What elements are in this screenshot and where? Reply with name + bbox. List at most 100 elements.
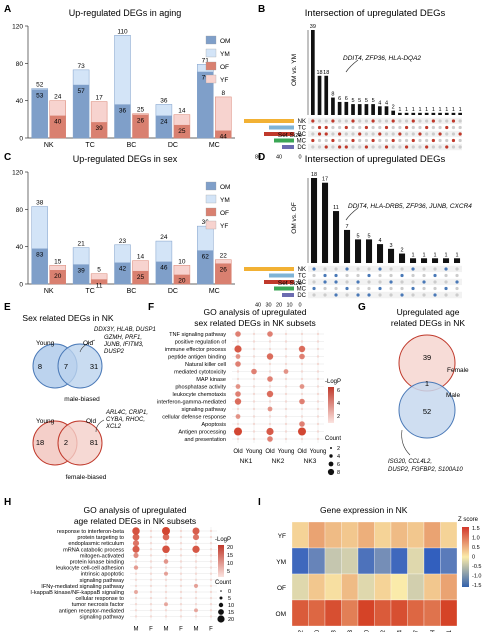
panel-f-dot	[300, 437, 304, 441]
panel-f-xtick-label: Young	[246, 449, 263, 455]
panel-b-matrix-dot	[378, 132, 382, 136]
panel-h-dot	[164, 554, 168, 557]
panel-f-xtick-label: Old	[233, 449, 242, 455]
panel-c-bar-om	[73, 264, 90, 284]
panel-letter-i: I	[258, 497, 261, 508]
panel-d-matrix-dot	[400, 293, 404, 297]
panel-i-cell	[357, 599, 375, 627]
panel-i-heatmap: YF YM OF OM DUSP2 S100A10 JUNB IFITM3 ISG20 CCL4L…	[276, 521, 481, 632]
panel-b-matrix-dot	[398, 132, 402, 136]
panel-h-dot	[194, 603, 198, 606]
panel-d-bar-label: 7	[345, 224, 348, 230]
panel-b-bar-label: 1	[439, 107, 442, 113]
venn-g-male-circle	[398, 381, 456, 439]
panel-d-matrix-dot	[433, 280, 437, 284]
panel-b-matrix-dot	[418, 138, 422, 143]
panel-b-bar	[431, 112, 436, 115]
panel-f-group-label: NK2	[272, 458, 285, 465]
venn-e-male-b: 31	[90, 362, 98, 371]
panel-d-matrix-dot	[334, 267, 338, 271]
panel-b-setsize-tick: 80	[255, 155, 261, 161]
panel-d-bar	[355, 239, 362, 263]
panel-i-cell	[291, 599, 309, 627]
panel-h-dot	[164, 615, 168, 618]
panel-f-dot	[234, 398, 242, 405]
panel-d-matrix-dot	[345, 286, 349, 291]
panel-a-label-male-bottom: 24	[160, 119, 168, 126]
panel-b-matrix-dot	[431, 119, 435, 123]
venn-e-female-genes-3: XCL2	[105, 424, 122, 430]
panel-a-chart: 0 40 80 120 52 53 24 40 NK 73 57 17 39 TC 110 36 25 26 BC 3…	[12, 24, 235, 149]
panel-b-matrix-dot	[451, 125, 456, 130]
panel-c-legend-label: OF	[220, 210, 229, 217]
panel-c-label-male-bottom: 39	[77, 267, 85, 274]
panel-b-matrix-dot	[445, 132, 449, 136]
panel-c-bar-of	[132, 270, 149, 284]
panel-h-dot	[194, 578, 198, 581]
panel-h-dot	[134, 578, 138, 581]
panel-d-matrix-dot	[389, 293, 393, 297]
panel-i-legend-tick: 1.5	[472, 526, 480, 532]
panel-c-legend-swatch	[205, 181, 217, 191]
panel-h-dot	[179, 554, 183, 557]
panel-d-setsize-bar	[282, 293, 294, 297]
panel-a-legend-swatch	[205, 48, 217, 58]
panel-h-count-tick: 15	[228, 610, 234, 616]
panel-a-label-female-bottom: 25	[178, 128, 186, 135]
panel-b-matrix-dot	[445, 138, 449, 143]
panel-b-matrix-dot	[364, 125, 369, 130]
panel-f-xtick-label: Young	[310, 449, 327, 455]
panel-a-label-male-bottom: 79	[202, 75, 210, 82]
panel-letter-d: D	[258, 152, 265, 163]
panel-a-legend-label: YF	[220, 77, 228, 84]
panel-f-term-label: cellular defense response	[162, 415, 226, 421]
panel-f-dot	[268, 415, 272, 418]
panel-b-matrix-dot	[338, 125, 342, 130]
panel-b-bar	[337, 101, 342, 115]
panel-f-group-label: NK1	[240, 458, 253, 465]
panel-h-dot	[134, 603, 138, 606]
panel-b-matrix-dot	[458, 125, 462, 130]
panel-h-dot	[149, 584, 153, 588]
panel-d-matrix-dot	[411, 293, 415, 297]
panel-f-title: GO analysis of upregulated	[203, 307, 306, 317]
panel-a-legend-swatch	[205, 61, 217, 71]
panel-h-term-label: signaling pathway	[80, 578, 125, 584]
venn-e-male-genes-3: JUNB, IFITM3,	[103, 342, 144, 348]
panel-b-bar	[391, 110, 396, 115]
panel-b-bar-label: 5	[358, 98, 361, 104]
panel-b-matrix-dot	[311, 119, 315, 123]
panel-d-matrix-dot	[455, 280, 459, 284]
panel-h-dot	[194, 615, 198, 618]
panel-a-xtick-label: DC	[168, 142, 178, 149]
venn-g-female-label: Female	[447, 367, 469, 374]
panel-b-matrix-dot	[378, 125, 382, 130]
panel-d-bar-label: 1	[455, 252, 458, 258]
panel-i-cell	[324, 573, 342, 601]
panel-h-dot	[209, 609, 213, 612]
panel-i-cell	[440, 599, 458, 627]
panel-d-matrix-dot	[455, 293, 459, 297]
panel-d-matrix-dot	[312, 280, 316, 284]
panel-c-label-male-bottom: 83	[36, 252, 44, 259]
panel-b-setsize-tick: 40	[276, 155, 282, 161]
panel-c-bar-of	[173, 274, 190, 284]
venn-e-male-ab: 7	[64, 362, 68, 371]
panel-d-matrix-dot	[323, 280, 327, 284]
panel-f-count-tick: 2	[337, 446, 340, 452]
panel-c-label-female-top: 10	[178, 258, 186, 265]
panel-h-dot	[209, 572, 213, 575]
panel-b-setsize-bar	[264, 132, 294, 136]
panel-b-matrix-dot	[338, 145, 342, 149]
panel-d-matrix-dot	[400, 280, 404, 284]
panel-d-matrix-dot	[367, 293, 371, 297]
panel-b-bar	[411, 112, 416, 115]
panel-f-count-tick: 4	[337, 454, 340, 460]
panel-b-matrix-dot	[311, 132, 315, 136]
panel-b-setsize-bar	[269, 125, 294, 130]
panel-f-xtick-label: Young	[278, 449, 295, 455]
panel-b-matrix-dot	[364, 132, 369, 136]
panel-c-label-female-bottom: 26	[220, 266, 228, 273]
panel-h-term-label: leukocyte cell-cell adhesion	[56, 566, 124, 572]
panel-b-bar	[404, 112, 409, 115]
